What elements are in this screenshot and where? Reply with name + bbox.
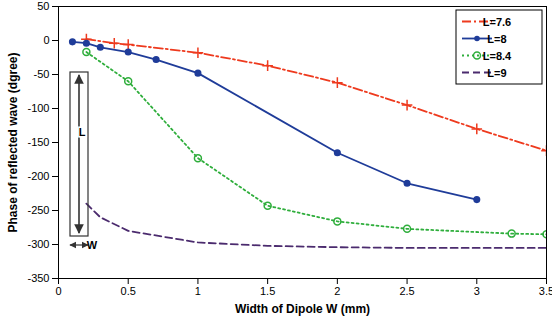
svg-text:3: 3 [474, 285, 480, 297]
svg-text:L=9: L=9 [487, 67, 506, 79]
svg-text:-250: -250 [27, 204, 49, 216]
svg-text:-350: -350 [27, 272, 49, 284]
svg-text:Width of Dipole W (mm): Width of Dipole W (mm) [235, 302, 370, 316]
svg-text:L: L [79, 126, 86, 138]
svg-text:-200: -200 [27, 170, 49, 182]
svg-text:-100: -100 [27, 102, 49, 114]
svg-text:-50: -50 [34, 68, 50, 80]
svg-text:2: 2 [334, 285, 340, 297]
svg-text:-300: -300 [27, 238, 49, 250]
svg-text:2.5: 2.5 [399, 285, 414, 297]
svg-text:L=7.6: L=7.6 [483, 16, 511, 28]
svg-text:Phase of reflected wave (dgree: Phase of reflected wave (dgree) [6, 52, 20, 232]
svg-text:50: 50 [37, 0, 49, 12]
svg-text:-150: -150 [27, 136, 49, 148]
svg-text:L=8.4: L=8.4 [483, 50, 512, 62]
svg-text:L=8: L=8 [487, 33, 506, 45]
svg-text:1: 1 [195, 285, 201, 297]
svg-text:3.5: 3.5 [539, 285, 552, 297]
svg-text:W: W [87, 239, 98, 251]
svg-text:0: 0 [43, 34, 49, 46]
svg-text:1.5: 1.5 [260, 285, 275, 297]
svg-text:0.5: 0.5 [121, 285, 136, 297]
svg-text:0: 0 [55, 285, 61, 297]
